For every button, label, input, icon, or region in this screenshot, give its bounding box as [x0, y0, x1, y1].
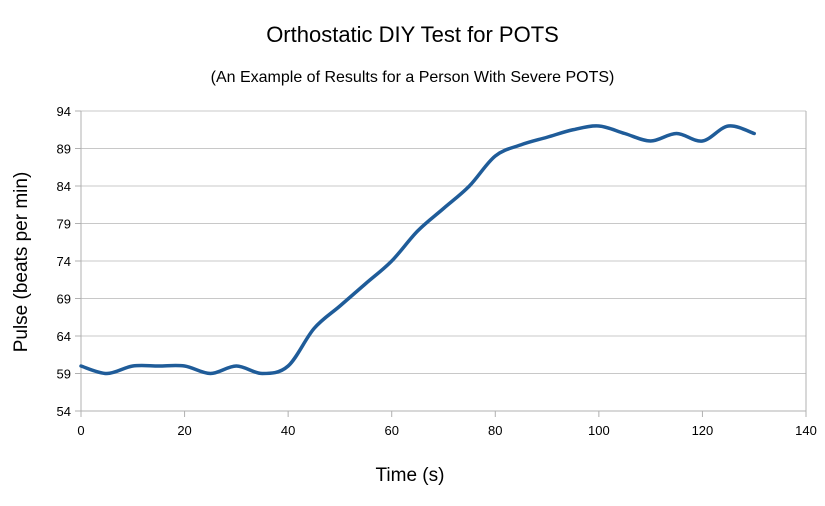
x-tick-label: 100 [588, 423, 610, 438]
y-tick-label: 54 [57, 404, 71, 419]
y-tick-label: 89 [57, 142, 71, 157]
series-layer [79, 124, 756, 376]
axes [75, 110, 807, 417]
y-tick-label: 59 [57, 367, 71, 382]
y-tick-label: 69 [57, 292, 71, 307]
x-tick-label: 0 [77, 423, 84, 438]
y-tick-label: 74 [57, 254, 71, 269]
y-tick-label: 94 [57, 104, 71, 119]
tick-labels: 54 59 64 69 74 79 84 89 94 0 20 40 60 80 100 120 140 [57, 104, 817, 438]
x-axis-title: Time (s) [376, 465, 445, 486]
y-tick-label: 79 [57, 217, 71, 232]
x-tick-label: 60 [384, 423, 398, 438]
x-tick-label: 40 [281, 423, 295, 438]
y-axis-title: Pulse (beats per min) [11, 172, 32, 353]
x-tick-label: 140 [795, 423, 817, 438]
x-tick-label: 20 [177, 423, 191, 438]
x-tick-label: 120 [692, 423, 714, 438]
chart-title: Orthostatic DIY Test for POTS [266, 22, 559, 47]
y-tick-label: 64 [57, 329, 71, 344]
chart-subtitle: (An Example of Results for a Person With… [210, 69, 615, 86]
x-tick-label: 80 [488, 423, 502, 438]
y-tick-label: 84 [57, 179, 71, 194]
